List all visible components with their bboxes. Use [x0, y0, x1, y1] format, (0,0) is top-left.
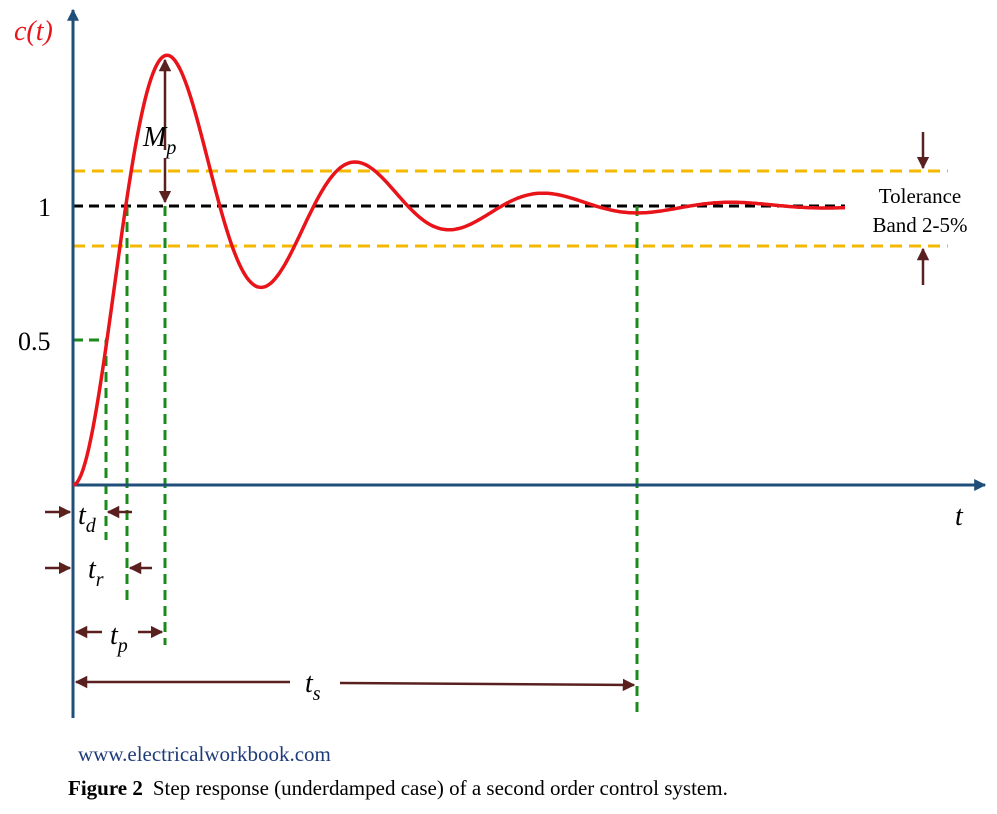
level-one: 1: [38, 193, 51, 222]
level-half: 0.5: [18, 327, 51, 356]
tp-label: tp: [110, 620, 128, 657]
caption: Figure 2 Step response (underdamped case)…: [68, 776, 728, 800]
ts-arrow-right: [339, 678, 636, 692]
subscript: r: [96, 569, 104, 591]
tolerance-line1: Tolerance: [879, 184, 961, 208]
subscript: p: [164, 137, 176, 159]
x-axis-label: t: [955, 501, 964, 532]
symbol: t: [78, 500, 87, 531]
subscript: s: [313, 683, 321, 705]
caption-label: Figure 2: [68, 776, 143, 800]
subscript: d: [86, 515, 97, 537]
symbol: t: [110, 620, 119, 651]
symbol: t: [88, 554, 97, 585]
tr-label: tr: [88, 554, 104, 591]
source: www.electricalworkbook.com: [78, 742, 331, 766]
subscript: p: [116, 635, 128, 657]
caption-text: Step response (underdamped case) of a se…: [153, 776, 728, 800]
td-label: td: [78, 500, 97, 537]
symbol: M: [142, 122, 168, 153]
ts-label: ts: [305, 668, 321, 705]
y-axis-label: c(t): [14, 16, 53, 47]
response-curve: [72, 53, 846, 487]
tolerance-line2: Band 2-5%: [872, 213, 967, 237]
symbol: t: [305, 668, 314, 699]
mp-label: Mp: [142, 122, 176, 159]
